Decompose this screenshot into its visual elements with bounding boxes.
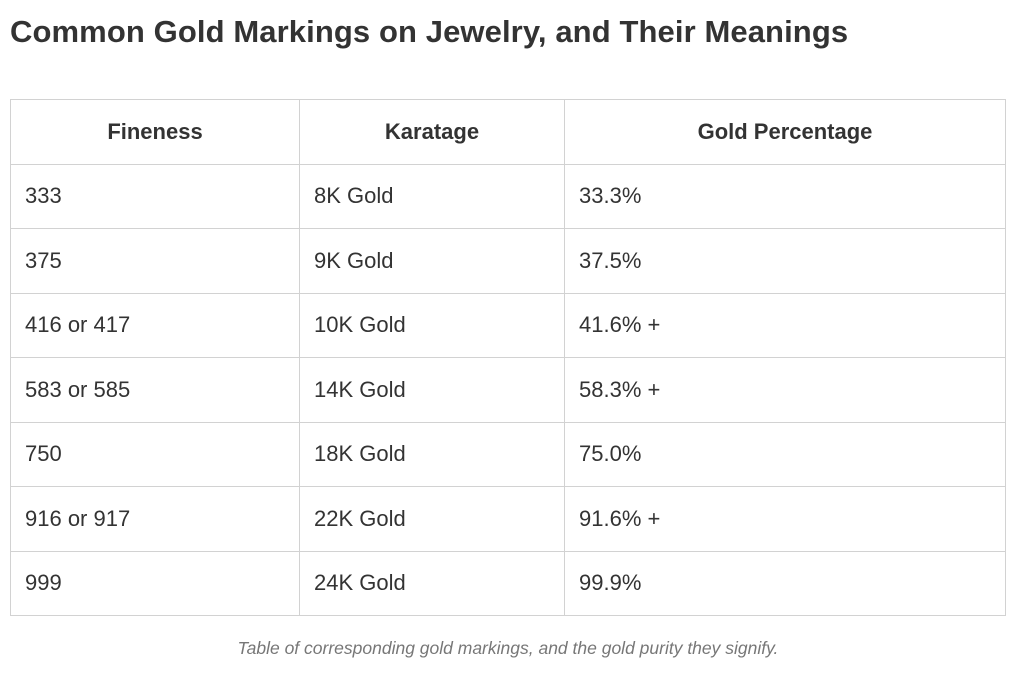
table-cell: 91.6% +: [564, 486, 1006, 552]
table-cell: 58.3% +: [564, 357, 1006, 423]
table-cell: 18K Gold: [299, 421, 565, 487]
table-row: 583 or 585 14K Gold 58.3% +: [10, 357, 1006, 423]
table-row: 416 or 417 10K Gold 41.6% +: [10, 292, 1006, 358]
column-header: Gold Percentage: [564, 99, 1006, 165]
table-row: 999 24K Gold 99.9%: [10, 550, 1006, 616]
table-header-row: Fineness Karatage Gold Percentage: [10, 99, 1006, 165]
table-row: 750 18K Gold 75.0%: [10, 421, 1006, 487]
table-cell: 916 or 917: [10, 486, 300, 552]
table-cell: 22K Gold: [299, 486, 565, 552]
table-cell: 375: [10, 228, 300, 294]
table-cell: 333: [10, 163, 300, 229]
column-header: Karatage: [299, 99, 565, 165]
table-cell: 37.5%: [564, 228, 1006, 294]
gold-markings-table: Fineness Karatage Gold Percentage 333 8K Go…: [10, 99, 1006, 616]
table-cell: 999: [10, 550, 300, 616]
table-row: 916 or 917 22K Gold 91.6% +: [10, 486, 1006, 552]
table-cell: 583 or 585: [10, 357, 300, 423]
table-row: 375 9K Gold 37.5%: [10, 228, 1006, 294]
table-cell: 750: [10, 421, 300, 487]
table-row: 333 8K Gold 33.3%: [10, 163, 1006, 229]
table-cell: 24K Gold: [299, 550, 565, 616]
table-cell: 416 or 417: [10, 292, 300, 358]
page-title: Common Gold Markings on Jewelry, and The…: [10, 14, 849, 49]
column-header: Fineness: [10, 99, 300, 165]
table-cell: 14K Gold: [299, 357, 565, 423]
table-cell: 10K Gold: [299, 292, 565, 358]
table-cell: 33.3%: [564, 163, 1006, 229]
table-cell: 99.9%: [564, 550, 1006, 616]
table-cell: 9K Gold: [299, 228, 565, 294]
table-cell: 41.6% +: [564, 292, 1006, 358]
table-caption: Table of corresponding gold markings, an…: [237, 638, 779, 658]
table-cell: 8K Gold: [299, 163, 565, 229]
table-cell: 75.0%: [564, 421, 1006, 487]
